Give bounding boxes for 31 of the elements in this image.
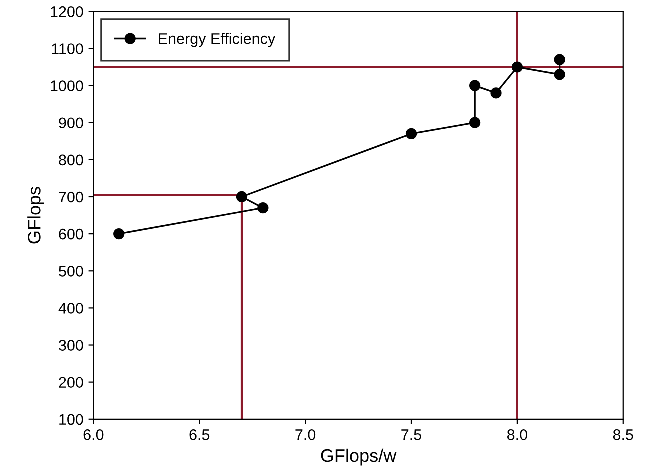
point	[258, 202, 269, 214]
y-tick-label: 100	[60, 414, 84, 426]
y-tick-label: 700	[59, 192, 84, 203]
x-tick-label: 6.5	[190, 430, 210, 440]
y-tick-label: 400	[58, 303, 84, 314]
y-tick-label: 1100	[52, 44, 84, 54]
point	[490, 88, 502, 99]
point	[114, 228, 125, 240]
x-tick-label: 6.0	[84, 430, 104, 440]
point	[236, 191, 248, 203]
y-tick-label: 500	[59, 266, 84, 277]
y-tick-label: 1000	[51, 80, 84, 92]
y-axis-title: GFlops	[28, 187, 44, 244]
x-axis-title: GFlops/w	[321, 448, 397, 466]
point	[512, 62, 523, 73]
x-tick-label: 8.0	[507, 430, 528, 440]
y-tick-label: 300	[59, 340, 84, 351]
y-tick-label: 600	[59, 228, 84, 240]
point	[406, 128, 418, 140]
point	[470, 80, 481, 92]
point	[470, 117, 481, 128]
y-tick-label: 200	[59, 377, 84, 388]
x-tick-label: 7.0	[296, 430, 316, 440]
y-tick-label: 1200	[51, 6, 84, 18]
x-tick-label: 7.5	[402, 430, 422, 440]
point	[554, 69, 566, 80]
y-tick-label: 900	[59, 118, 84, 129]
point	[554, 54, 566, 66]
legend-label: Energy Efficiency	[159, 33, 276, 48]
x-tick-label: 8.5	[613, 430, 634, 440]
y-tick-label: 800	[59, 154, 84, 166]
